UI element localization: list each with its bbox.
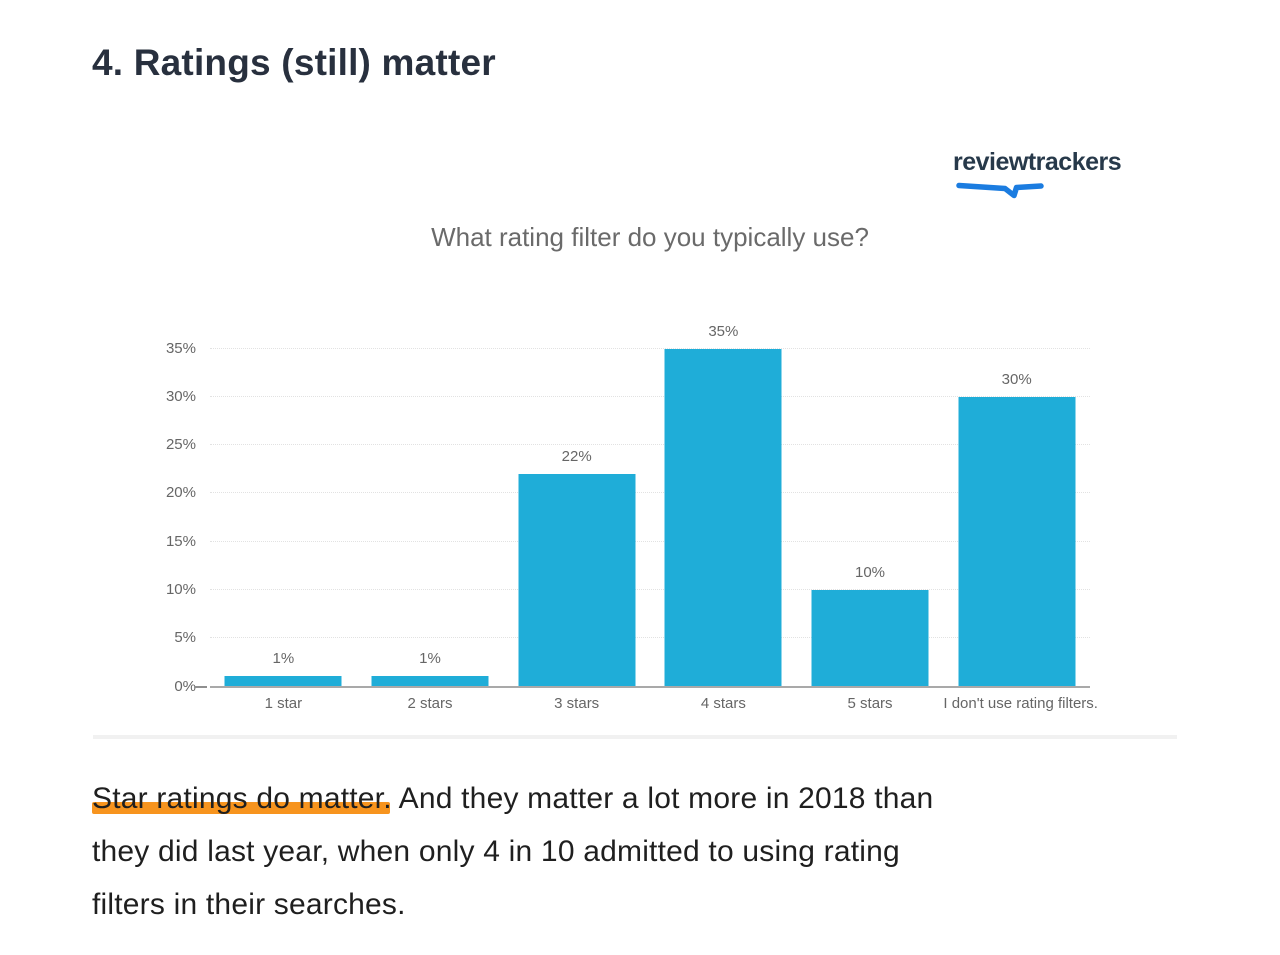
bar-columns: 1% 1 star 1% 2 stars 22% 3 stars 35% 4 s… — [210, 323, 1098, 712]
bar-2-stars — [371, 676, 489, 686]
x-tick-label: 4 stars — [700, 695, 746, 712]
gridline-30 — [210, 396, 1090, 397]
gridline-10 — [210, 589, 1090, 590]
x-tick-label: 1 star — [264, 695, 303, 712]
x-tick-label: 2 stars — [407, 695, 453, 712]
bar-value-label: 22% — [561, 448, 592, 466]
body-line: they did last year, when only 4 in 10 ad… — [92, 825, 1212, 878]
body-line-text: And they matter a lot more in 2018 than — [391, 782, 934, 815]
bar-column-2-stars: 1% 2 stars — [357, 351, 504, 712]
bar-column-3-stars: 22% 3 stars — [503, 351, 650, 712]
x-tick-label: 5 stars — [847, 695, 893, 712]
y-tick-label: 5% — [174, 629, 196, 646]
bar-3-stars — [518, 474, 636, 686]
gridline-5 — [210, 637, 1090, 638]
bar-value-label: 30% — [1001, 371, 1032, 389]
section-divider — [93, 735, 1177, 739]
bar-value-label: 1% — [419, 650, 441, 668]
body-paragraph: Star ratings do matter. And they matter … — [92, 772, 1212, 931]
y-tick-label: 35% — [165, 340, 196, 357]
x-tick-label: I don't use rating filters. — [943, 695, 1098, 712]
gridline-20 — [210, 492, 1090, 493]
reviewtrackers-logo: reviewtrackers — [953, 148, 1153, 199]
zero-axis-tick — [194, 686, 207, 688]
bar-no-filters — [958, 397, 1076, 686]
bar-value-label: 35% — [708, 323, 739, 340]
gridline-25 — [210, 444, 1090, 445]
bar-value-label: 1% — [272, 650, 295, 668]
bar-column-no-filters: 30% I don't use rating filters. — [943, 351, 1098, 712]
section-heading: 4. Ratings (still) matter — [92, 42, 496, 83]
chart-title: What rating filter do you typically use? — [431, 222, 869, 252]
bar-column-1-star: 1% 1 star — [210, 351, 357, 712]
y-tick-label: 15% — [165, 533, 196, 550]
x-tick-label: 3 stars — [554, 695, 600, 712]
y-tick-label: 10% — [165, 581, 196, 598]
plot-area: 0% 5% 10% 15% 20% 25% 30% 35% 1% 1 star … — [166, 323, 1098, 712]
body-line: Star ratings do matter. And they matter … — [92, 772, 1212, 825]
gridline-15 — [210, 541, 1090, 542]
bar-4-stars — [664, 349, 782, 686]
gridline-35 — [210, 348, 1090, 349]
body-line-text: filters in their searches. — [92, 888, 406, 921]
y-tick-label: 30% — [165, 388, 196, 405]
bar-1-star — [224, 676, 342, 686]
bar-column-4-stars: 35% 4 stars — [650, 323, 797, 712]
body-line: filters in their searches. — [92, 878, 1212, 931]
body-line-text: they did last year, when only 4 in 10 ad… — [92, 835, 900, 868]
y-tick-label: 0% — [174, 678, 196, 695]
speech-bubble-tail-icon — [956, 182, 1044, 199]
bar-5-stars — [811, 589, 929, 686]
bar-column-5-stars: 10% 5 stars — [797, 351, 944, 712]
y-tick-label: 20% — [165, 484, 196, 501]
y-tick-label: 25% — [165, 436, 196, 453]
highlighted-phrase: Star ratings do matter. — [92, 782, 392, 815]
bar-value-label: 10% — [855, 563, 886, 581]
logo-text: reviewtrackers — [953, 148, 1122, 176]
